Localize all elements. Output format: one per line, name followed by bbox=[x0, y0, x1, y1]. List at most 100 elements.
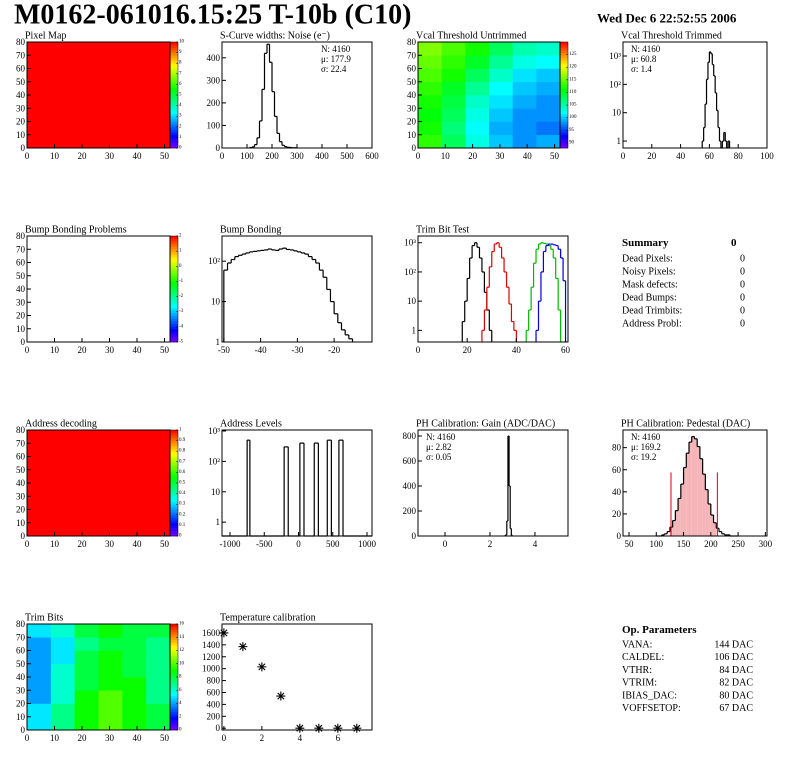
palette-step bbox=[170, 265, 178, 269]
palette-step bbox=[170, 137, 178, 141]
palette-label: 2 bbox=[179, 714, 182, 719]
palette-step bbox=[170, 273, 178, 277]
y-tick-label: 80 bbox=[16, 37, 26, 47]
heat-cell bbox=[27, 42, 171, 149]
palette-step bbox=[170, 639, 178, 643]
palette-step bbox=[170, 124, 178, 128]
heat-cell bbox=[512, 68, 537, 83]
x-tick-label: 50 bbox=[160, 151, 170, 161]
palette-step bbox=[560, 57, 568, 61]
stats-line: N: 4160 bbox=[631, 44, 661, 54]
y-tick-label: 80 bbox=[612, 443, 622, 453]
y-tick-label: 10 bbox=[16, 130, 26, 140]
palette-step bbox=[170, 105, 178, 109]
op-label: VOFFSETOP: bbox=[622, 703, 681, 714]
chart-title: Vcal Threshold Trimmed bbox=[621, 31, 722, 42]
palette-step bbox=[170, 323, 178, 327]
palette-step bbox=[170, 645, 178, 649]
palette-step bbox=[560, 118, 568, 122]
summary-label: Noisy Pixels: bbox=[622, 267, 676, 278]
palette-label: 105 bbox=[569, 103, 577, 108]
palette-step bbox=[170, 514, 178, 518]
y-tick-label: 20 bbox=[407, 117, 417, 127]
bar-fill bbox=[708, 503, 711, 536]
heat-cell bbox=[146, 663, 171, 678]
heat-cell bbox=[489, 108, 513, 122]
heat-cell bbox=[465, 108, 490, 122]
heat-cell bbox=[50, 716, 75, 731]
y-tick-label: 10² bbox=[208, 456, 220, 466]
palette-step bbox=[560, 52, 568, 56]
x-tick-label: 80 bbox=[734, 151, 744, 161]
x-tick-label: 4 bbox=[533, 539, 538, 549]
summary-label: Dead Trimbits: bbox=[622, 306, 682, 317]
x-tick-label: 0 bbox=[222, 733, 227, 743]
x-tick-label: 40 bbox=[133, 539, 143, 549]
heat-cell bbox=[74, 650, 99, 665]
palette-step bbox=[170, 275, 178, 279]
y-tick-label: 0 bbox=[216, 723, 221, 733]
frame bbox=[622, 429, 768, 537]
x-tick-label: 50 bbox=[160, 345, 170, 355]
palette-label: 0.8 bbox=[179, 449, 186, 454]
heat-cell bbox=[122, 663, 147, 678]
heat-cell bbox=[441, 121, 466, 136]
heat-cell bbox=[27, 430, 171, 537]
y-tick-label: 10³ bbox=[208, 426, 220, 436]
palette-step bbox=[170, 55, 178, 59]
palette-step bbox=[170, 320, 178, 324]
y-tick-label: 10³ bbox=[609, 51, 621, 61]
palette-step bbox=[170, 278, 178, 282]
palette-step bbox=[170, 666, 178, 670]
palette-step bbox=[170, 708, 178, 712]
palette-label: 12 bbox=[179, 648, 185, 653]
heat-cell bbox=[74, 716, 99, 731]
y-tick-label: 10² bbox=[609, 79, 621, 89]
x-tick-label: 40 bbox=[133, 151, 143, 161]
y-tick-label: 30 bbox=[16, 103, 26, 113]
x-tick-label: 30 bbox=[105, 539, 115, 549]
heat-cell bbox=[512, 55, 537, 69]
palette-step bbox=[170, 714, 178, 718]
heat-cell bbox=[512, 134, 537, 149]
palette-label: 1 bbox=[179, 428, 182, 433]
y-tick-label: 60 bbox=[407, 64, 417, 74]
palette-label: 0 bbox=[179, 534, 182, 539]
palette-step bbox=[170, 637, 178, 641]
palette-step bbox=[170, 108, 178, 112]
heat-cell bbox=[50, 663, 75, 678]
palette-step bbox=[170, 682, 178, 686]
palette-step bbox=[170, 472, 178, 476]
y-tick-label: 1200 bbox=[202, 652, 221, 662]
heat-cell bbox=[536, 121, 561, 136]
palette-step bbox=[170, 690, 178, 694]
x-tick-label: 30 bbox=[105, 733, 115, 743]
x-tick-label: -50 bbox=[218, 345, 230, 355]
x-tick-label: 0 bbox=[416, 345, 421, 355]
y-tick-label: 200 bbox=[403, 506, 417, 516]
heat-cell bbox=[50, 637, 75, 651]
heat-cell bbox=[122, 650, 147, 665]
palette-step bbox=[170, 528, 178, 531]
palette-step bbox=[170, 692, 178, 696]
y-tick-label: 80 bbox=[16, 425, 26, 435]
palette-step bbox=[170, 267, 178, 271]
palette-step bbox=[170, 671, 178, 675]
palette-step bbox=[170, 57, 178, 61]
x-tick-label: 0 bbox=[25, 151, 30, 161]
heat-cell bbox=[489, 134, 513, 149]
bar-fill bbox=[680, 484, 684, 536]
hist-step bbox=[535, 244, 567, 342]
x-tick-label: 50 bbox=[625, 539, 635, 549]
palette-step bbox=[170, 700, 178, 704]
heat-cell bbox=[27, 677, 52, 691]
op-label: VTRIM: bbox=[622, 678, 657, 689]
x-tick-label: 30 bbox=[495, 151, 505, 161]
op-value: 80 DAC bbox=[719, 690, 753, 701]
palette-step bbox=[170, 118, 178, 122]
heat-cell bbox=[98, 690, 123, 704]
palette-step bbox=[170, 456, 178, 460]
y-tick-label: 30 bbox=[16, 685, 26, 695]
y-tick-label: 60 bbox=[16, 452, 26, 462]
